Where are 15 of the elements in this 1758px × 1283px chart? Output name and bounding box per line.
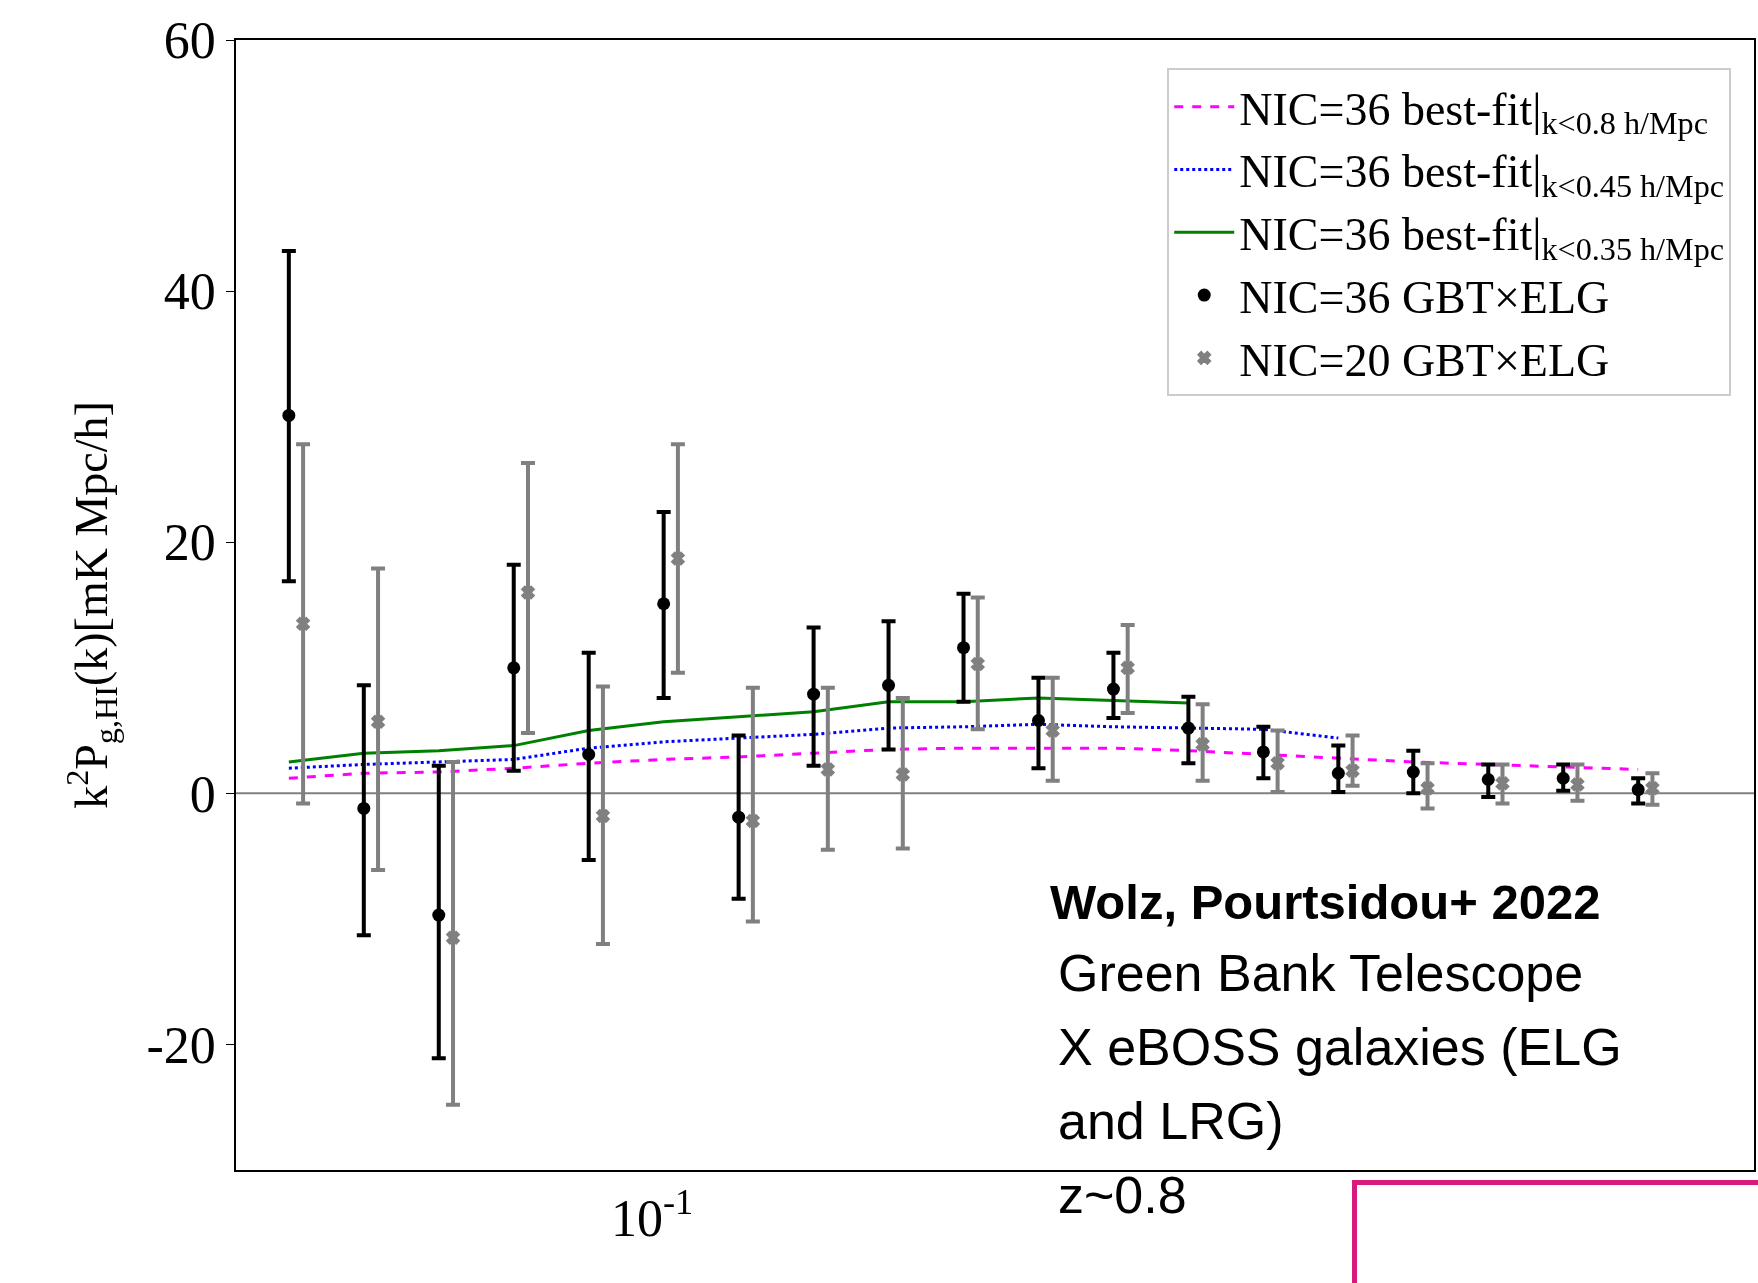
legend-label: NIC=20 GBT×ELG — [1239, 334, 1610, 386]
annotation: Wolz, Pourtsidou+ 2022 — [1050, 874, 1602, 931]
annotation: X eBOSS galaxies (ELG and LRG) — [1058, 1017, 1623, 1152]
y-tick-label: -20 — [146, 1016, 216, 1074]
legend-label: NIC=36 best-fit|$_{k<0.45 h/Mpc}$ — [1239, 146, 1725, 205]
annotation: z~0.8 — [1058, 1165, 1188, 1226]
legend-label: NIC=36 best-fit|$_{k<0.35 h/Mpc}$ — [1239, 209, 1725, 267]
y-tick-label: 60 — [163, 12, 216, 70]
annotation: Green Bank Telescope — [1058, 943, 1585, 1004]
y-tick-label: 40 — [163, 263, 216, 321]
text: 10$^{-1}$ — [611, 1182, 694, 1247]
y-tick-label: 20 — [163, 514, 216, 572]
y-tick-label: 0 — [189, 765, 216, 823]
legend-label: NIC=36 GBT×ELG — [1239, 271, 1610, 323]
legend-label: NIC=36 best-fit|$_{k<0.8 h/Mpc}$ — [1239, 83, 1708, 142]
